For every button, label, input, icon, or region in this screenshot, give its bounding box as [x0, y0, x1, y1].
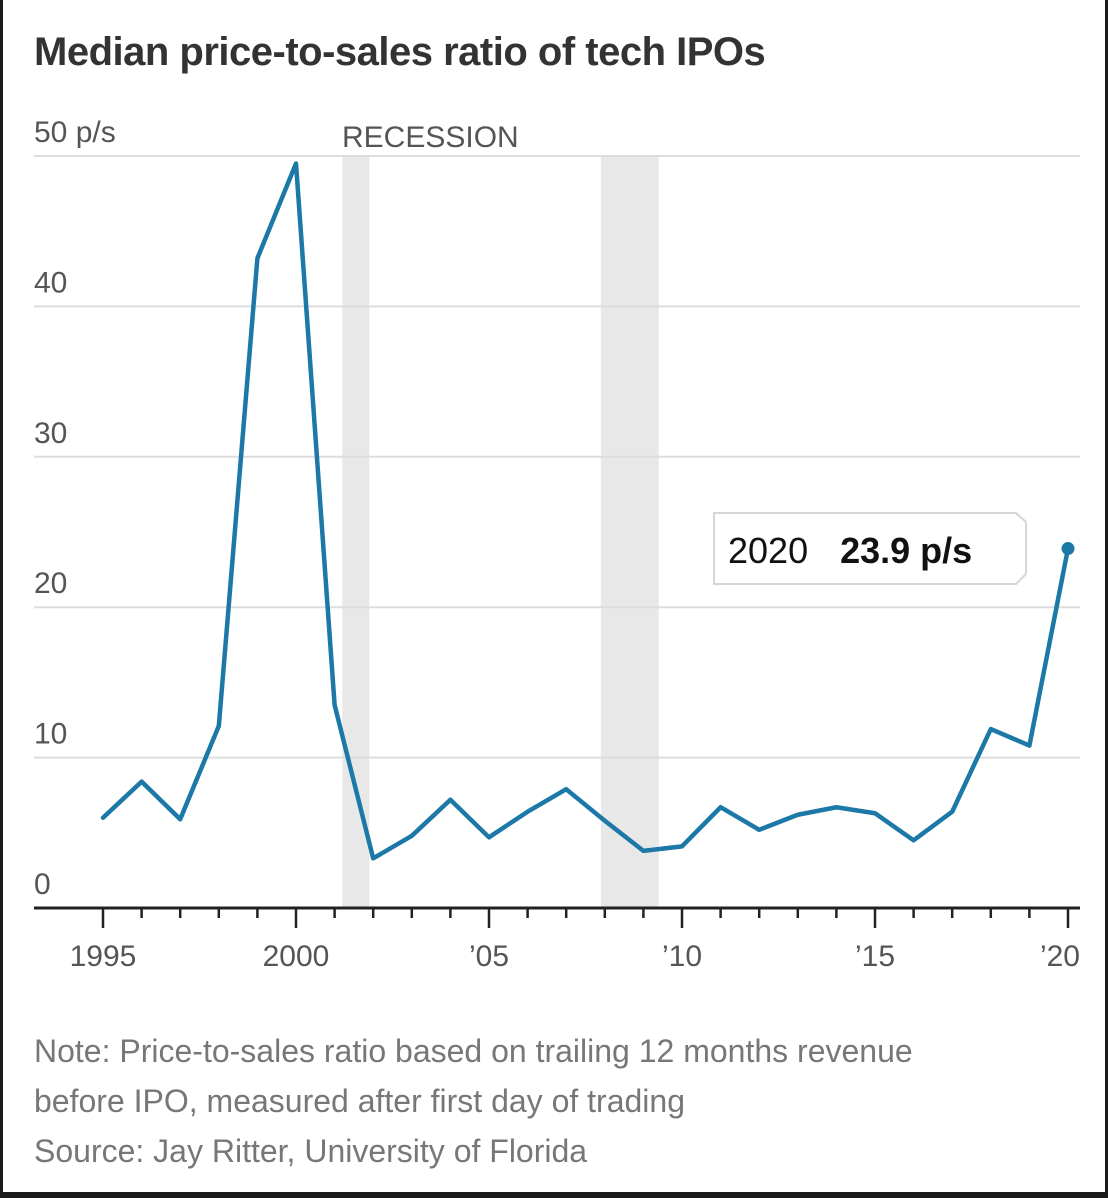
- line-chart: 0 10 20 30 40 50 p/s 1995 2000 ’05 ’10 ’15 ’20 REC…: [34, 116, 1080, 973]
- x-tick-label-2000: 2000: [263, 940, 330, 973]
- x-tick-label-2020: ’20: [1040, 940, 1080, 973]
- series-line-median-ps: [100, 161, 1071, 861]
- x-tick-labels: 1995 2000 ’05 ’10 ’15 ’20: [70, 940, 1080, 973]
- chart-notes: Note: Price-to-sales ratio based on trai…: [34, 1026, 1084, 1176]
- y-tick-label-30: 30: [34, 417, 67, 450]
- note-line-2: before IPO, measured after first day of …: [34, 1083, 685, 1119]
- y-tick-label-50: 50 p/s: [34, 116, 116, 149]
- x-tick-label-2005: ’05: [469, 940, 509, 973]
- y-tick-label-40: 40: [34, 266, 67, 299]
- y-tick-label-0: 0: [34, 868, 51, 901]
- note-line-1: Note: Price-to-sales ratio based on trai…: [34, 1033, 913, 1069]
- callout-2020: 2020 23.9 p/s: [713, 512, 1027, 585]
- callout-year: 2020: [728, 530, 808, 571]
- data-point-2020: [1061, 542, 1075, 556]
- data-points: [1061, 542, 1075, 556]
- x-tick-label-1995: 1995: [70, 940, 137, 973]
- x-axis: [34, 906, 1080, 928]
- recession-label: RECESSION: [342, 121, 519, 154]
- x-tick-label-2010: ’10: [662, 940, 702, 973]
- callout-box: [713, 512, 1027, 585]
- source-line: Source: Jay Ritter, University of Florid…: [34, 1133, 588, 1169]
- callout-value: 23.9 p/s: [840, 530, 972, 571]
- y-tick-label-20: 20: [34, 567, 67, 600]
- chart-title: Median price-to-sales ratio of tech IPOs: [34, 30, 766, 74]
- y-tick-labels: 0 10 20 30 40 50 p/s: [34, 116, 116, 901]
- recession-band-2: [600, 156, 659, 908]
- callout-text: 2020 23.9 p/s: [728, 530, 972, 571]
- x-tick-label-2015: ’15: [855, 940, 895, 973]
- gridlines: [34, 155, 1080, 759]
- recession-bands: [342, 156, 659, 908]
- y-tick-label-10: 10: [34, 718, 67, 751]
